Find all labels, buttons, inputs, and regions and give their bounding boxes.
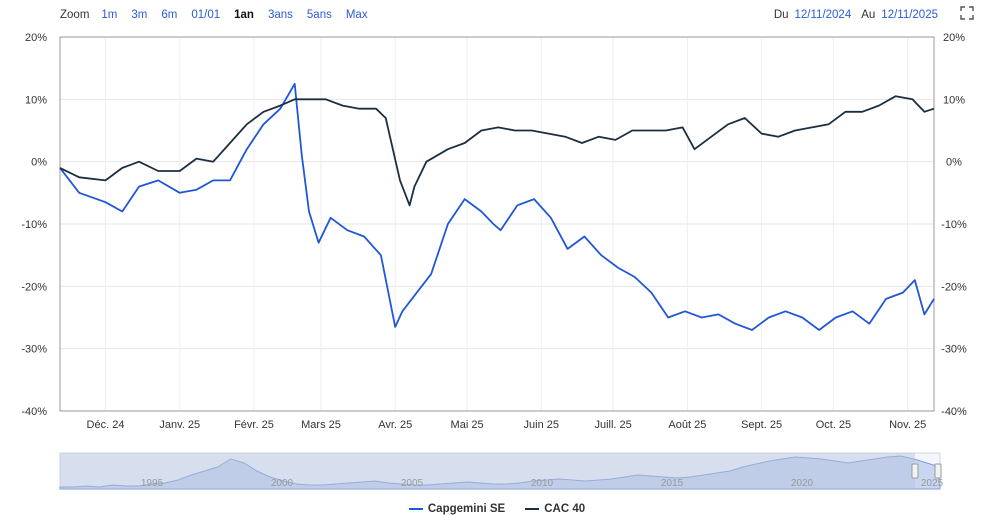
y-tick-label-left: -30% — [21, 344, 47, 356]
x-tick-label: Oct. 25 — [816, 419, 851, 431]
zoom-3y-button[interactable]: 3ans — [267, 9, 293, 21]
to-label: Au — [861, 9, 876, 21]
y-tick-label-left: -40% — [21, 406, 47, 418]
x-tick-label: Juin 25 — [524, 419, 559, 431]
navigator-series — [59, 455, 941, 490]
series-line-capgemini — [59, 82, 935, 331]
legend: Capgemini SE CAC 40 — [0, 503, 994, 515]
y-tick-label-left: 0% — [31, 157, 47, 169]
x-tick-label: Avr. 25 — [378, 419, 412, 431]
legend-label-cac40: CAC 40 — [544, 503, 586, 515]
zoom-1y-button[interactable]: 1an — [234, 9, 254, 21]
navigator-year-label: 2000 — [271, 478, 294, 489]
y-tick-label-left: -10% — [21, 219, 47, 231]
zoom-bar: Zoom 1m 3m 6m 01/01 1an 3ans 5ans Max — [60, 6, 382, 24]
zoom-6m-button[interactable]: 6m — [161, 9, 178, 21]
x-tick-label: Juill. 25 — [594, 419, 631, 431]
navigator-year-label: 2015 — [661, 478, 684, 489]
navigator-year-label: 1995 — [141, 478, 164, 489]
chart[interactable]: 20% 20% 10% 10% 0% 0% -10% -10% -20% -20% -30% -30%… — [0, 0, 994, 500]
x-tick-label: Sept. 25 — [741, 419, 782, 431]
zoom-max-button[interactable]: Max — [345, 9, 368, 21]
plot-area-border — [59, 36, 935, 412]
from-label: Du — [773, 9, 789, 21]
y-tick-label-right: 20% — [943, 32, 965, 44]
navigator-year-label: 2010 — [531, 478, 554, 489]
navigator-year-label: 2005 — [401, 478, 424, 489]
y-tick-label-right: -40% — [941, 406, 967, 418]
x-tick-label: Déc. 24 — [87, 419, 125, 431]
navigator-right-handle[interactable] — [934, 463, 942, 479]
y-tick-label-right: 10% — [943, 94, 965, 106]
from-date-input[interactable]: 12/11/2024 — [794, 9, 852, 21]
x-tick-label: Nov. 25 — [889, 419, 926, 431]
navigator-year-label: 2020 — [791, 478, 814, 489]
x-tick-label: Mai 25 — [451, 419, 484, 431]
y-tick-label-left: -20% — [21, 281, 47, 293]
x-tick-label: Févr. 25 — [234, 419, 274, 431]
navigator-left-handle[interactable] — [911, 463, 919, 479]
zoom-5y-button[interactable]: 5ans — [306, 9, 332, 21]
zoom-label: Zoom — [60, 9, 90, 21]
zoom-3m-button[interactable]: 3m — [131, 9, 148, 21]
y-tick-label-left: 10% — [25, 94, 47, 106]
y-tick-label-right: -10% — [941, 219, 967, 231]
fullscreen-icon[interactable] — [960, 6, 974, 20]
x-tick-label: Août 25 — [668, 419, 706, 431]
zoom-1m-button[interactable]: 1m — [101, 9, 118, 21]
legend-item-cac40[interactable]: CAC 40 — [525, 503, 585, 515]
to-date-input[interactable]: 12/11/2025 — [881, 9, 938, 21]
x-tick-label: Janv. 25 — [159, 419, 200, 431]
y-tick-label-left: 20% — [25, 32, 47, 44]
zoom-ytd-button[interactable]: 01/01 — [191, 9, 221, 21]
legend-swatch-capgemini — [408, 508, 423, 510]
legend-item-capgemini[interactable]: Capgemini SE — [408, 503, 506, 515]
navigator-year-label: 2025 — [921, 478, 944, 489]
legend-label-capgemini: Capgemini SE — [427, 503, 506, 515]
y-tick-label-right: 0% — [946, 157, 962, 169]
date-range: Du 12/11/2024 Au 12/11/2025 — [764, 6, 938, 24]
legend-swatch-cac40 — [525, 508, 540, 510]
series-line-cac40 — [59, 95, 935, 207]
x-tick-label: Mars 25 — [301, 419, 341, 431]
navigator-mask — [60, 453, 915, 489]
y-tick-label-right: -20% — [941, 281, 967, 293]
y-tick-label-right: -30% — [941, 344, 967, 356]
